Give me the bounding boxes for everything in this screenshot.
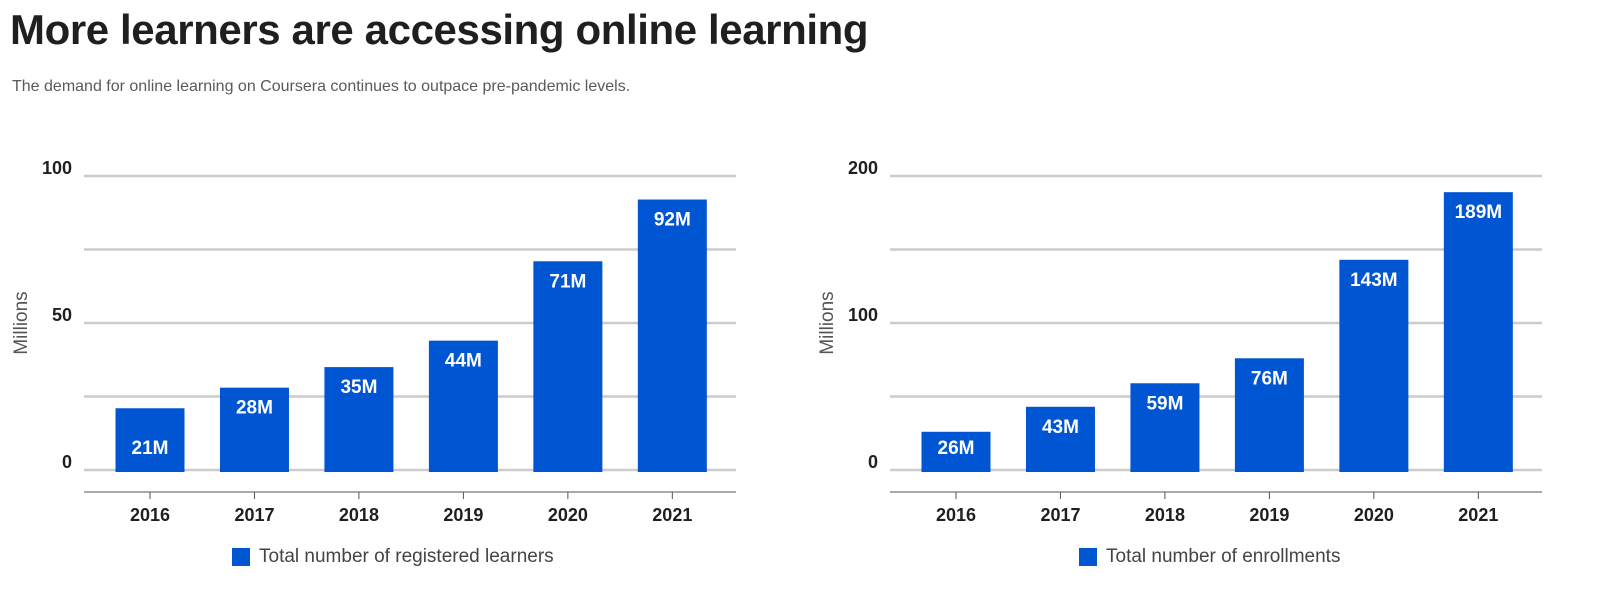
- enrollments-legend: Total number of enrollments: [1079, 546, 1340, 568]
- x-tick-label: 2019: [1249, 505, 1289, 525]
- x-tick-label: 2018: [339, 505, 379, 525]
- bar: [1339, 259, 1409, 472]
- y-tick-label: 0: [62, 452, 72, 472]
- data-label: 59M: [1146, 393, 1183, 414]
- bar: [1130, 383, 1200, 472]
- bar: [921, 431, 991, 472]
- data-label: 76M: [1251, 368, 1288, 389]
- data-label: 92M: [654, 210, 691, 231]
- enrollments-chart-svg: 0 100 200 Millions 26M 2016 43M 2017 59M 2018 76M 2…: [817, 158, 1542, 525]
- bar: [115, 408, 185, 472]
- x-tick-label: 2020: [1354, 505, 1394, 525]
- data-label: 28M: [236, 398, 273, 419]
- data-label: 21M: [132, 438, 169, 459]
- y-tick-label: 50: [52, 305, 72, 325]
- bar: [324, 367, 394, 472]
- bar: [1025, 406, 1095, 472]
- x-tick-label: 2018: [1145, 505, 1185, 525]
- data-label: 71M: [549, 271, 586, 292]
- legend-swatch: [232, 548, 250, 566]
- data-label: 35M: [340, 377, 377, 398]
- bar: [1234, 358, 1304, 472]
- page-subtitle: The demand for online learning on Course…: [12, 78, 631, 95]
- bar: [533, 261, 603, 472]
- page-title: More learners are accessing online learn…: [10, 6, 869, 53]
- x-tick-label: 2017: [234, 505, 274, 525]
- y-axis-title: Millions: [817, 291, 838, 354]
- learners-chart-svg: 0 50 100 Millions 21M 2016 28M 2017 35M 2018 44M 20…: [11, 158, 736, 525]
- x-tick-label: 2021: [652, 505, 692, 525]
- bar: [428, 340, 498, 472]
- x-tick-label: 2021: [1458, 505, 1498, 525]
- data-label: 143M: [1350, 270, 1398, 291]
- enrollments-chart: 0 100 200 Millions 26M 2016 43M 2017 59M 2018 76M 2…: [806, 150, 1596, 590]
- data-label: 44M: [445, 351, 482, 372]
- x-tick-label: 2016: [936, 505, 976, 525]
- bar: [1443, 192, 1513, 473]
- y-tick-label: 100: [42, 158, 72, 178]
- data-label: 43M: [1042, 417, 1079, 438]
- data-label: 189M: [1455, 202, 1503, 223]
- data-label: 26M: [938, 438, 975, 459]
- legend-label: Total number of registered learners: [259, 546, 554, 567]
- x-tick-label: 2017: [1040, 505, 1080, 525]
- legend-swatch: [1079, 548, 1097, 566]
- y-tick-label: 200: [848, 158, 878, 178]
- legend-label: Total number of enrollments: [1106, 546, 1341, 567]
- x-tick-label: 2019: [443, 505, 483, 525]
- learners-chart: 0 50 100 Millions 21M 2016 28M 2017 35M 2018 44M 20…: [0, 150, 790, 590]
- learners-legend: Total number of registered learners: [232, 546, 554, 568]
- y-tick-label: 100: [848, 305, 878, 325]
- y-axis-title: Millions: [11, 291, 32, 354]
- x-tick-label: 2016: [130, 505, 170, 525]
- bar: [637, 199, 707, 472]
- y-tick-label: 0: [868, 452, 878, 472]
- bar: [219, 387, 289, 472]
- x-tick-label: 2020: [548, 505, 588, 525]
